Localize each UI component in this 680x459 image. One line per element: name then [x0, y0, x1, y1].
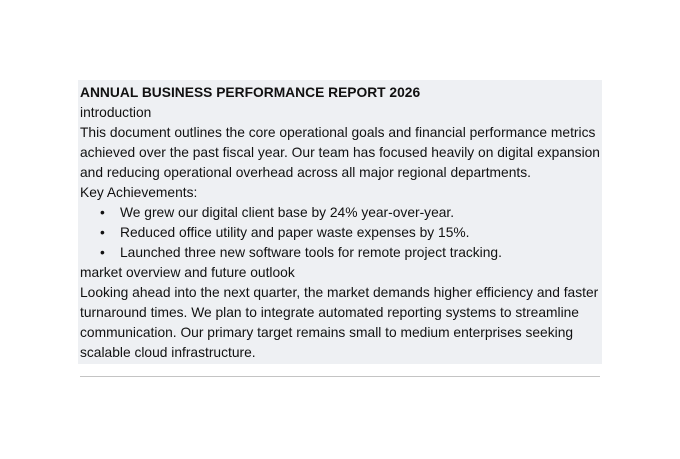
- intro-paragraph-line: achieved over the past fiscal year. Our …: [80, 145, 600, 160]
- achievements-list: • We grew our digital client base by 24%…: [80, 203, 602, 263]
- section-heading-introduction: introduction: [80, 105, 152, 120]
- achievements-heading: Key Achievements:: [80, 185, 198, 200]
- list-item: • Launched three new software tools for …: [100, 243, 602, 263]
- document-body: ANNUAL BUSINESS PERFORMANCE REPORT 2026 …: [78, 80, 602, 364]
- intro-paragraph-line: and reducing operational overhead across…: [80, 165, 531, 180]
- outlook-paragraph-line: Looking ahead into the next quarter, the…: [80, 285, 599, 300]
- list-item: • Reduced office utility and paper waste…: [100, 223, 602, 243]
- document-title: ANNUAL BUSINESS PERFORMANCE REPORT 2026: [80, 85, 421, 100]
- intro-paragraph-line: This document outlines the core operatio…: [80, 125, 596, 140]
- outlook-paragraph-line: communication. Our primary target remain…: [80, 325, 574, 340]
- horizontal-divider: [80, 376, 600, 377]
- list-item-text: Reduced office utility and paper waste e…: [120, 225, 470, 240]
- outlook-paragraph-line: turnaround times. We plan to integrate a…: [80, 305, 579, 320]
- list-item-text: We grew our digital client base by 24% y…: [120, 205, 455, 220]
- outlook-paragraph-line: scalable cloud infrastructure.: [80, 345, 256, 360]
- section-heading-outlook: market overview and future outlook: [80, 265, 295, 280]
- list-item: • We grew our digital client base by 24%…: [100, 203, 602, 223]
- bullet-icon: •: [100, 205, 105, 220]
- bullet-icon: •: [100, 245, 105, 260]
- list-item-text: Launched three new software tools for re…: [120, 245, 502, 260]
- bullet-icon: •: [100, 225, 105, 240]
